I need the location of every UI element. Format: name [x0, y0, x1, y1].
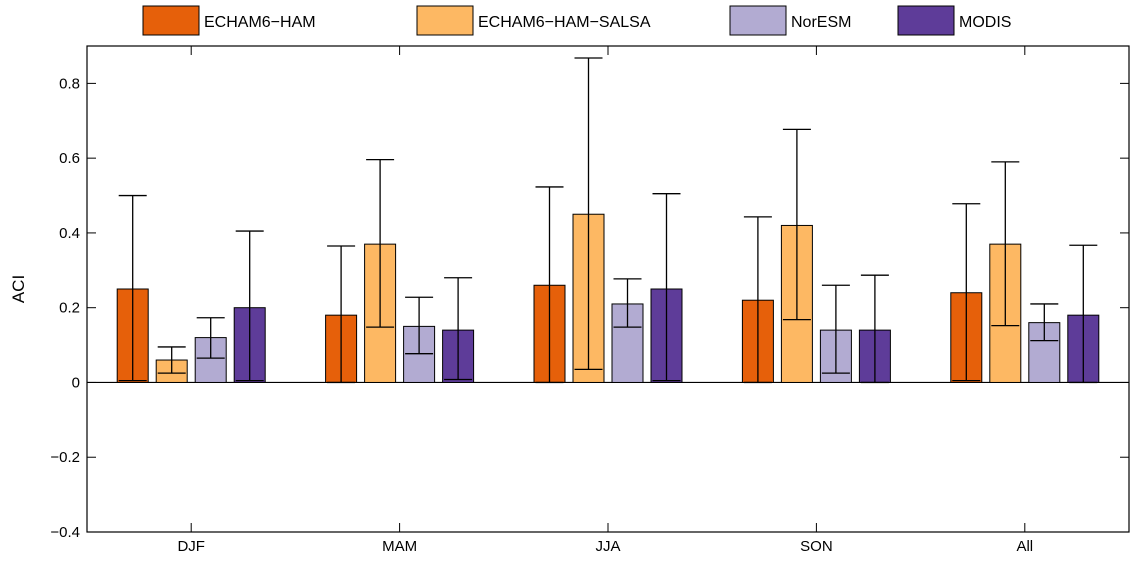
legend-swatch: [416, 5, 474, 36]
y-tick-label: 0.4: [59, 225, 80, 242]
legend-label: NorESM: [791, 14, 851, 31]
legend-swatch: [142, 5, 200, 36]
x-tick-label: SON: [800, 538, 833, 555]
y-tick-label: 0.8: [59, 75, 80, 92]
plot-area: −0.4 −0.2 0 0.2 0.4 0.6 0.8 DJF MAM JJA SON All: [50, 45, 1130, 555]
legend-swatch: [897, 5, 955, 36]
legend: ECHAM6−HAM ECHAM6−HAM−SALSA NorESM MODIS: [142, 5, 1011, 36]
legend-label: ECHAM6−HAM: [204, 14, 316, 31]
y-tick-label: 0.2: [59, 300, 80, 317]
x-tick-label: DJF: [177, 538, 205, 555]
x-tick-label: All: [1016, 538, 1033, 555]
x-tick-label: JJA: [595, 538, 620, 555]
y-tick-label: −0.2: [50, 449, 80, 466]
legend-label: ECHAM6−HAM−SALSA: [478, 14, 651, 31]
plot-frame: [86, 45, 1130, 533]
x-tick-label: MAM: [382, 538, 417, 555]
y-tick-label: 0.6: [59, 150, 80, 167]
y-axis-title: ACI: [9, 275, 28, 303]
y-tick-label: 0: [72, 374, 80, 391]
legend-swatch: [729, 5, 787, 36]
legend-label: MODIS: [959, 14, 1011, 31]
y-tick-label: −0.4: [50, 524, 80, 541]
